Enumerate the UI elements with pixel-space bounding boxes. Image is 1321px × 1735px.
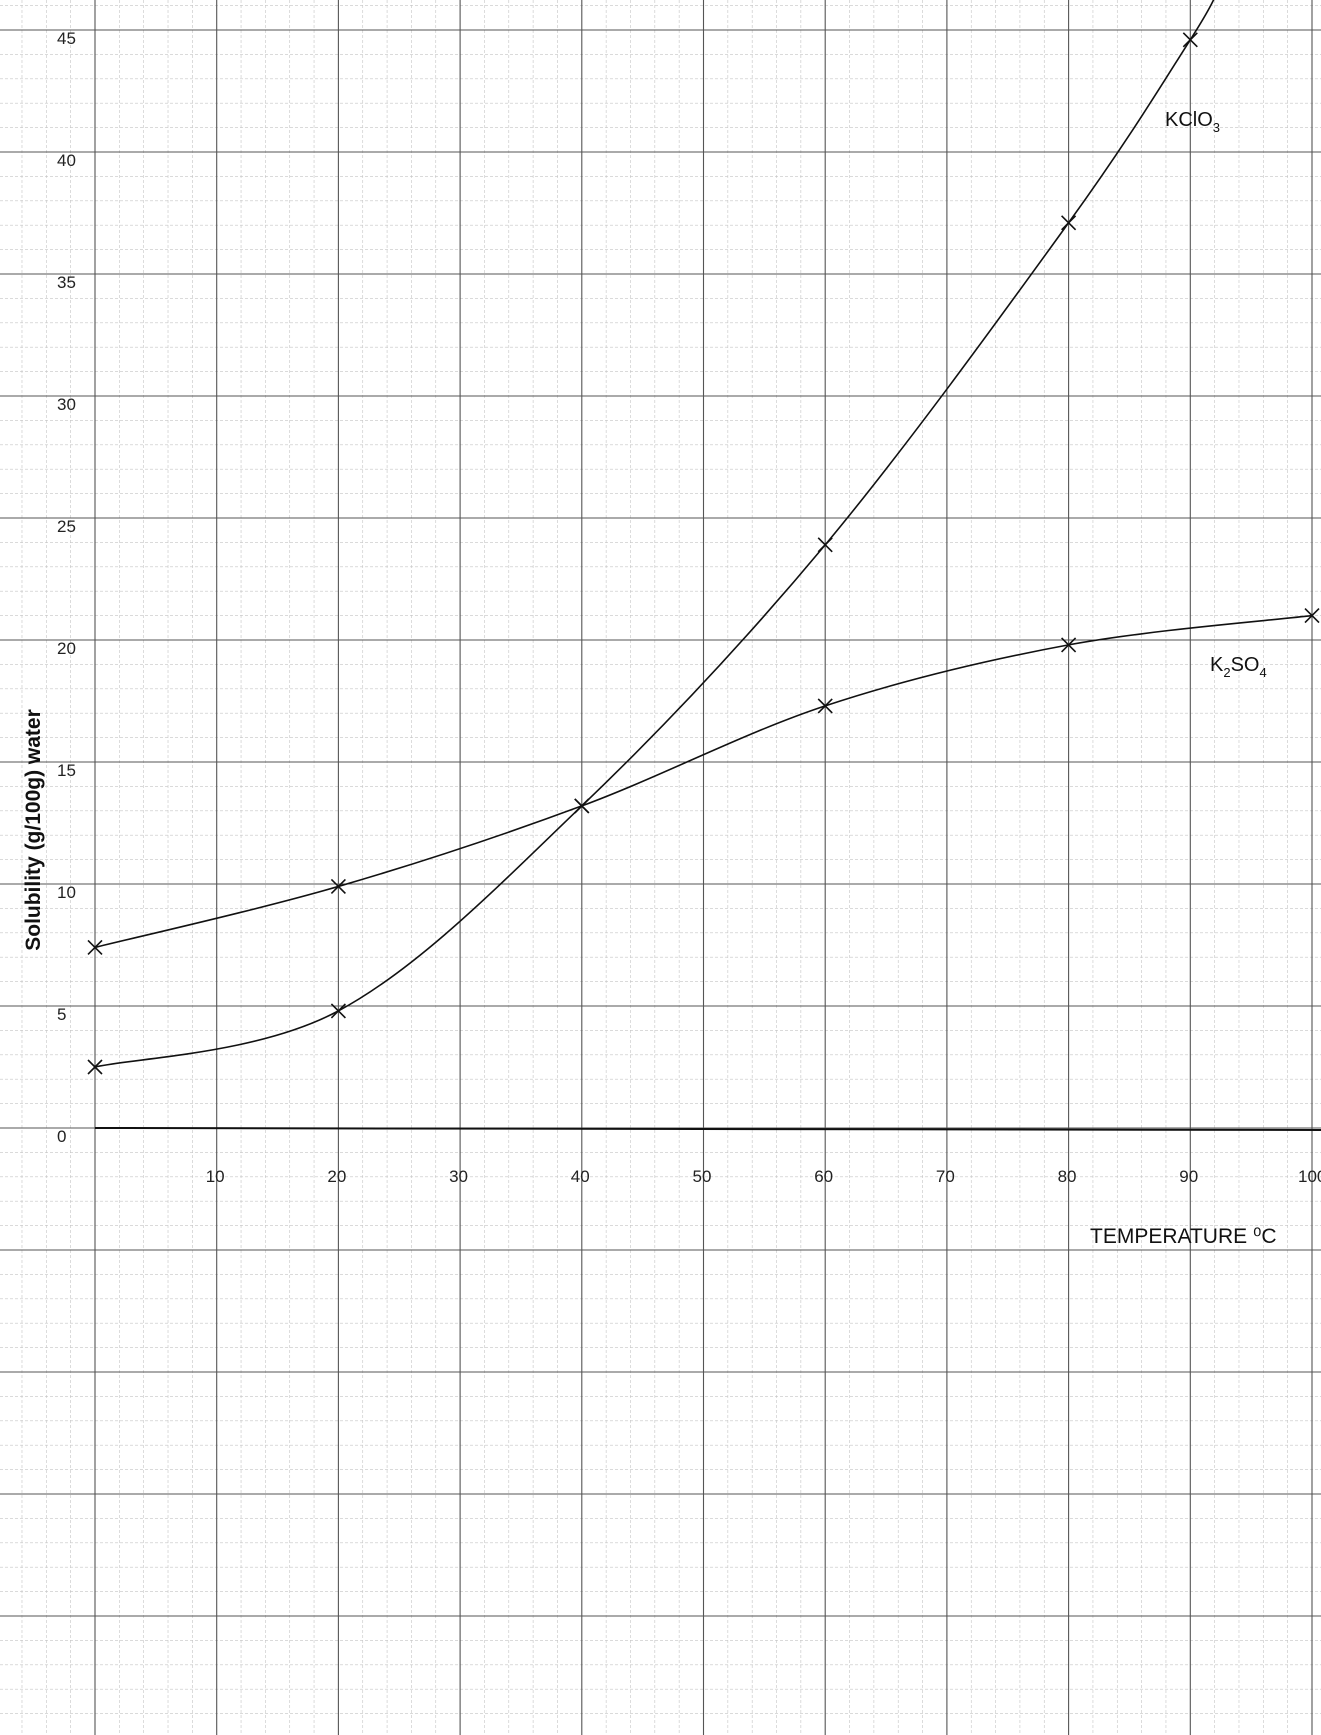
series-label-k2so4: K2SO4 <box>1210 654 1267 680</box>
y-axis-title: Solubility (g/100g) water <box>22 709 45 951</box>
series-markers <box>87 32 1320 1075</box>
data-point-kclo3 <box>330 1003 346 1019</box>
y-tick-label: 5 <box>57 1005 66 1024</box>
x-axis <box>94 1127 1321 1131</box>
data-point-kclo3 <box>1182 32 1198 48</box>
x-axis-title: TEMPERATURE ⁰C <box>1090 1225 1277 1248</box>
y-axis-tick-labels: 0 5 10 15 20 25 30 35 40 45 <box>57 29 76 1146</box>
series-label-k2so4-k: K <box>1210 654 1224 676</box>
x-marker-stroke <box>1304 608 1320 624</box>
x-marker-stroke <box>1061 215 1077 231</box>
x-tick-label: 50 <box>693 1167 712 1186</box>
data-point-k2so4 <box>87 939 103 956</box>
y-tick-label: 25 <box>57 517 76 536</box>
x-marker-stroke <box>330 1003 346 1019</box>
x-tick-label: 60 <box>814 1167 833 1186</box>
x-tick-label: 30 <box>449 1167 468 1186</box>
data-point-k2so4 <box>1061 637 1077 653</box>
y-tick-label: 45 <box>57 29 76 48</box>
series-label-k2so4-sub4: 4 <box>1259 665 1266 680</box>
data-point-kclo3 <box>1061 215 1077 231</box>
data-point-kclo3 <box>817 537 833 553</box>
y-tick-label: 30 <box>57 395 76 414</box>
data-point-k2so4 <box>574 798 590 814</box>
x-marker-stroke <box>87 1059 103 1075</box>
series-label-k2so4-sub2: 2 <box>1223 665 1230 680</box>
x-tick-label: 40 <box>571 1167 590 1186</box>
x-marker-stroke <box>817 537 833 553</box>
x-axis-tick-labels: 10 20 30 40 50 60 70 80 90 100 <box>206 1167 1321 1186</box>
x-marker-stroke <box>817 698 833 714</box>
x-tick-label: 70 <box>936 1167 955 1186</box>
x-marker-stroke <box>574 798 590 814</box>
y-tick-label: 35 <box>57 273 76 292</box>
x-marker-stroke <box>1061 637 1077 653</box>
x-tick-label: 10 <box>206 1167 225 1186</box>
y-tick-label: 20 <box>57 639 76 658</box>
y-tick-label: 40 <box>57 151 76 170</box>
x-tick-label: 90 <box>1179 1167 1198 1186</box>
x-tick-label: 100 <box>1298 1167 1321 1186</box>
y-tick-label: 15 <box>57 761 76 780</box>
y-tick-label: 0 <box>57 1127 66 1146</box>
x-tick-label: 20 <box>327 1167 346 1186</box>
series-label-kclo3-sub: 3 <box>1213 120 1220 135</box>
x-tick-label: 80 <box>1058 1167 1077 1186</box>
x-marker-stroke <box>87 939 103 956</box>
series-label-kclo3: KClO3 <box>1165 109 1220 135</box>
x-marker-stroke <box>330 878 346 895</box>
series-line-k2so4 <box>94 614 1313 949</box>
y-tick-label: 10 <box>57 883 76 902</box>
data-point-kclo3 <box>87 1059 103 1075</box>
series-label-k2so4-so: SO <box>1231 654 1260 676</box>
data-point-k2so4 <box>817 698 833 714</box>
x-axis-line <box>94 1127 1321 1131</box>
series-label-kclo3-main: KClO <box>1165 109 1213 131</box>
x-marker-stroke <box>1182 32 1198 48</box>
data-point-k2so4 <box>1304 608 1320 624</box>
data-point-k2so4 <box>330 878 346 895</box>
